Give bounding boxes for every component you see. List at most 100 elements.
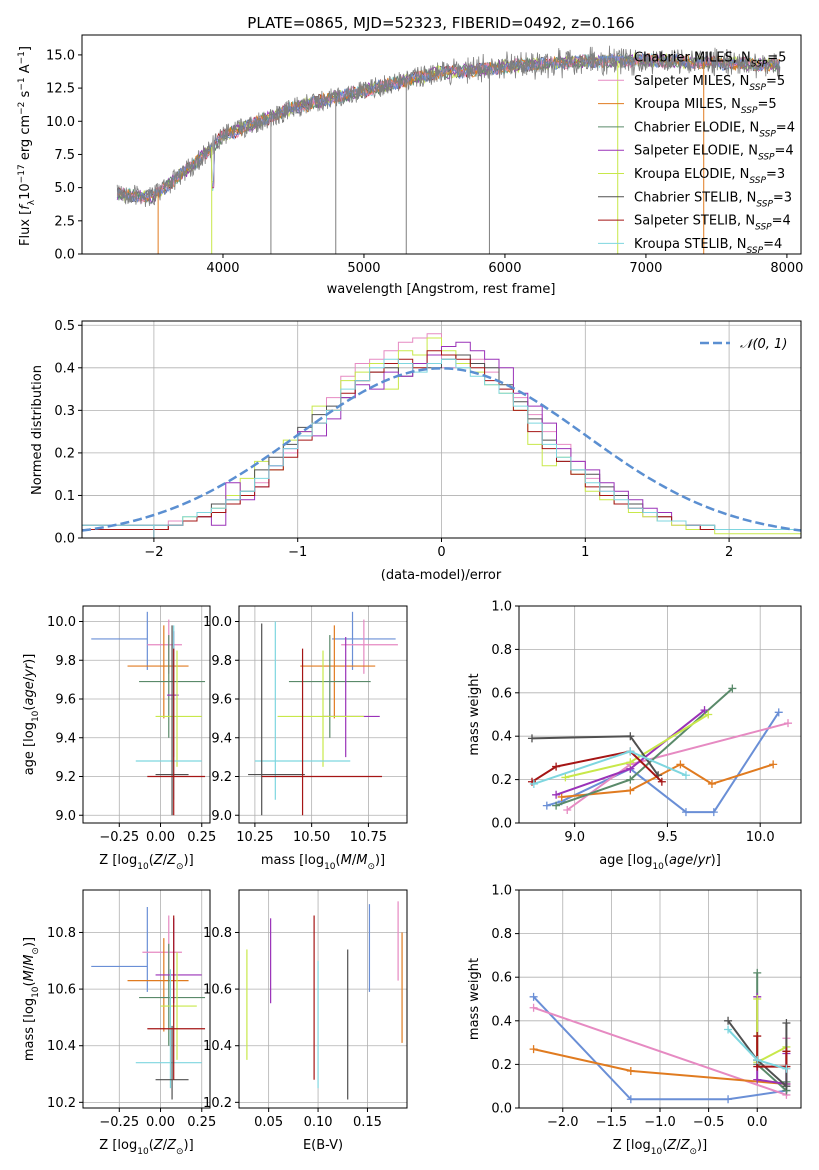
y-tick-label: 9.8 — [55, 654, 76, 669]
x-axis-label: Z [log10(Z/Z⊙)] — [99, 1138, 193, 1157]
x-tick-label: 5000 — [347, 261, 380, 276]
label-part: ⊙ — [176, 862, 184, 872]
label-part: =5 — [766, 74, 785, 89]
y-tick-label: 0.3 — [54, 404, 75, 419]
label-part: )] — [22, 654, 37, 664]
x-tick-label: −1 — [288, 545, 307, 560]
label-part: =4 — [763, 237, 782, 252]
label-part: ( — [662, 1138, 667, 1153]
y-tick-label: 1.0 — [491, 884, 512, 899]
label-part: Z — [680, 1138, 691, 1153]
y-tick-label: 0.0 — [54, 248, 75, 263]
weight-line — [531, 750, 663, 783]
legend-entry: Salpeter MILES, NSSP=5 — [634, 74, 785, 93]
y-tick-label: 0.6 — [491, 971, 512, 986]
label-part: M — [356, 853, 367, 868]
x-tick-label: 0.25 — [187, 1115, 216, 1130]
legend-entry: Salpeter STELIB, NSSP=4 — [634, 214, 791, 233]
plot-area — [91, 906, 206, 1100]
legend-entry: 𝒩(0, 1) — [740, 337, 787, 352]
label-part: ( — [149, 853, 154, 868]
label-part: )] — [697, 1138, 707, 1153]
label-part: erg cm — [18, 115, 33, 164]
label-part: SSP — [758, 153, 775, 163]
weight-marker — [681, 771, 690, 780]
label-part: ⊙ — [689, 1147, 697, 1157]
plot-area — [527, 684, 793, 817]
label-part: s — [18, 90, 33, 101]
weight-marker — [529, 1045, 538, 1054]
panel-2: −2 −1 0 1 2 0.0 0.1 0.2 0.3 0.4 0.5 (data-model)/er… — [30, 319, 802, 583]
weight-line — [532, 996, 787, 1101]
label-part: log — [117, 853, 137, 868]
label-part: SSP — [755, 223, 772, 233]
label-part: f — [18, 203, 33, 210]
panel-7: 0.05 0.10 0.15 10.2 10.4 10.6 10.8 E(B-V) — [203, 889, 408, 1153]
weight-marker — [527, 734, 536, 743]
weight-line — [756, 999, 787, 1064]
y-tick-label: 0.0 — [491, 817, 512, 832]
histogram-step — [153, 341, 730, 538]
weight-line — [555, 687, 734, 807]
label-part: ] — [18, 46, 33, 51]
y-axis-label: age [log10(age/yr)] — [22, 654, 41, 776]
label-part: Z — [166, 853, 177, 868]
label-part: =4 — [776, 120, 795, 135]
label-part: ⊙ — [31, 947, 41, 955]
weight-marker — [681, 808, 690, 817]
x-tick-label: 0.05 — [254, 1115, 283, 1130]
x-tick-label: 0.00 — [146, 1115, 175, 1130]
weight-marker — [529, 1003, 538, 1012]
label-part: 10 — [652, 862, 664, 872]
weight-marker — [626, 732, 635, 741]
label-part: age [ — [599, 853, 632, 868]
y-tick-label: 10.2 — [203, 1096, 232, 1111]
weight-marker — [753, 1075, 762, 1084]
label-part: Kroupa STELIB, N — [634, 237, 747, 252]
y-tick-label: 9.6 — [55, 693, 76, 708]
legend-entry: Kroupa MILES, NSSP=5 — [634, 97, 777, 116]
y-tick-label: 12.5 — [46, 82, 75, 97]
weight-marker — [784, 719, 793, 728]
y-axis-label: Normed distribution — [30, 365, 45, 495]
weight-marker — [626, 1066, 635, 1075]
y-tick-label: 9.0 — [55, 809, 76, 824]
y-tick-label: 0.8 — [491, 927, 512, 942]
weight-marker — [626, 786, 635, 795]
label-part: Z — [666, 1138, 677, 1153]
label-part: 10 — [137, 1147, 149, 1157]
x-tick-label: 9.5 — [657, 830, 678, 845]
x-tick-label: 9.0 — [564, 830, 585, 845]
label-part: / — [163, 853, 168, 868]
label-part: Chabrier STELIB, N — [634, 190, 756, 205]
weight-marker — [782, 1082, 791, 1091]
label-part: −17 — [17, 164, 27, 183]
label-part: Salpeter STELIB, N — [634, 214, 755, 229]
plot-area — [82, 333, 801, 538]
weight-marker — [724, 1016, 733, 1025]
y-tick-label: 10.6 — [47, 983, 76, 998]
x-tick-label: −0.25 — [99, 830, 139, 845]
label-part: )] — [184, 853, 194, 868]
label-part: ( — [664, 853, 669, 868]
weight-marker — [529, 992, 538, 1001]
label-part: log — [117, 1138, 137, 1153]
label-part: Z [ — [613, 1138, 631, 1153]
label-part: )] — [184, 1138, 194, 1153]
label-part: M — [22, 955, 37, 966]
weight-marker — [529, 779, 538, 788]
y-tick-label: 10.6 — [203, 983, 232, 998]
weight-marker — [753, 995, 762, 1003]
label-part: / — [163, 1138, 168, 1153]
y-tick-label: 5.0 — [54, 181, 75, 196]
weight-marker — [769, 760, 778, 769]
legend-entry: Chabrier MILES, NSSP=5 — [634, 51, 786, 70]
weight-marker — [753, 1056, 762, 1065]
legend-entry: Chabrier ELODIE, NSSP=4 — [634, 120, 795, 139]
weight-marker — [552, 762, 561, 771]
label-part: )] — [711, 853, 721, 868]
y-tick-label: 10.4 — [47, 1039, 76, 1054]
axes-frame — [82, 605, 211, 824]
y-tick-label: 0.0 — [491, 1102, 512, 1117]
